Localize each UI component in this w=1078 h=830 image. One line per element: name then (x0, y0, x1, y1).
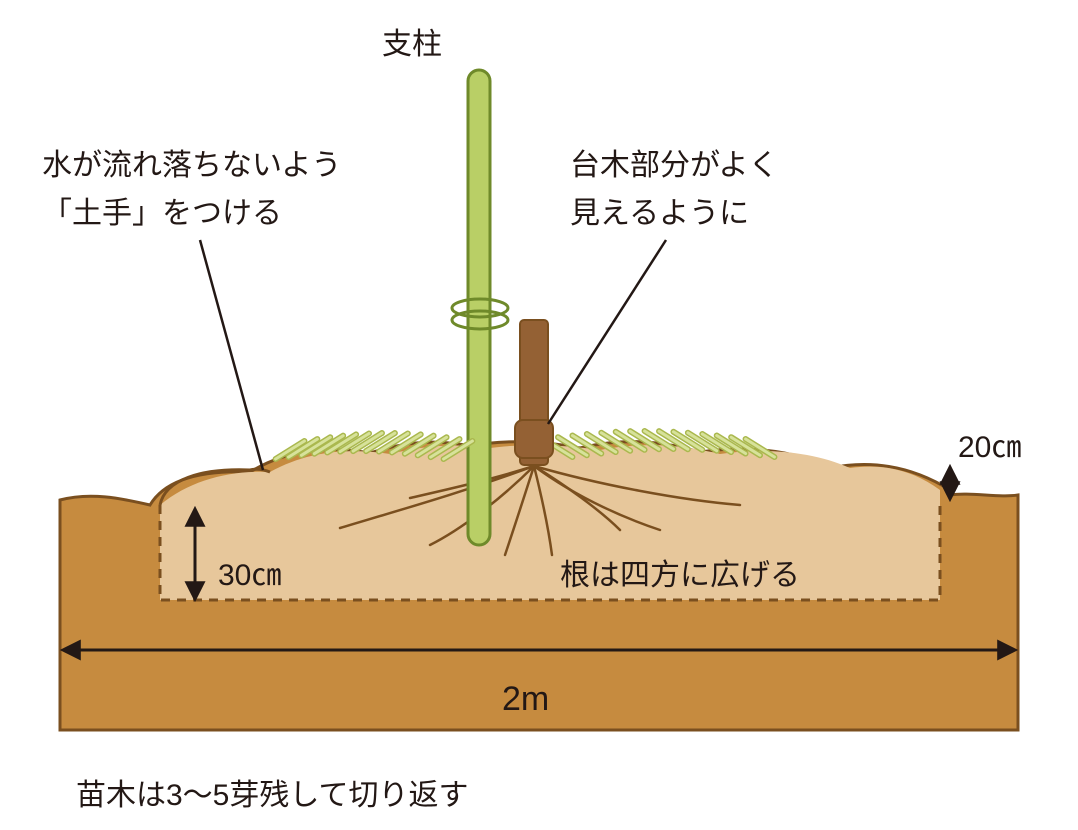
label-depth-30cm: 30㎝ (218, 552, 281, 600)
label-bank-2: 「土手」をつける (42, 190, 282, 238)
label-width-2m: 2m (502, 672, 549, 726)
label-rootstock-2: 見えるように (570, 190, 749, 238)
label-bank-1: 水が流れ落ちないよう (42, 142, 341, 190)
graft-union (515, 420, 553, 458)
planting-diagram: { "canvas": {"w":1078,"h":830,"bg":"#fff… (0, 0, 1078, 830)
support-stake (468, 70, 490, 545)
leader-line (200, 240, 263, 470)
label-rootstock-1: 台木部分がよく (570, 142, 779, 190)
label-height-20cm: 20㎝ (958, 424, 1021, 472)
label-stake: 支柱 (382, 21, 442, 69)
label-footer: 苗木は3～5芽残して切り返す (76, 772, 468, 820)
label-roots-spread: 根は四方に広げる (560, 552, 800, 600)
leader-line (548, 240, 666, 424)
